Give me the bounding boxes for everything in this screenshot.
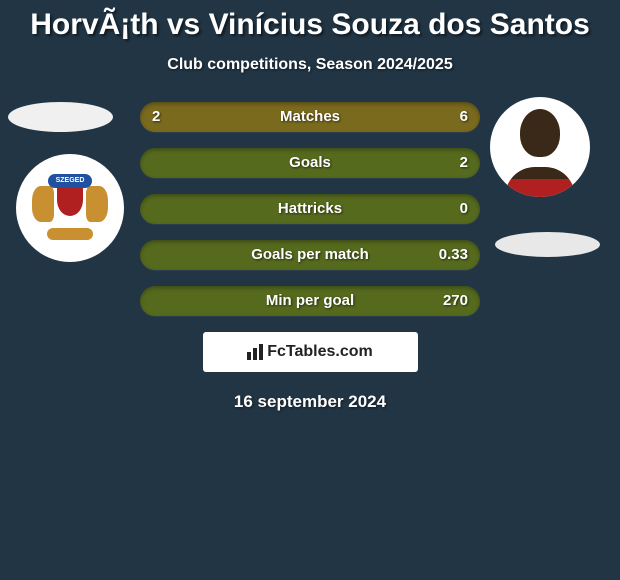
left-player-placeholder	[8, 102, 113, 132]
stat-row: Goals 2	[140, 148, 480, 178]
stat-right-value: 270	[443, 286, 468, 316]
fctables-label: FcTables.com	[267, 343, 373, 361]
stat-right-value: 2	[460, 148, 468, 178]
stat-right-value: 0	[460, 194, 468, 224]
right-player-avatar	[490, 97, 590, 197]
stat-row: Min per goal 270	[140, 286, 480, 316]
left-club-logo: SZEGED	[16, 154, 124, 262]
fctables-icon	[247, 344, 263, 360]
stat-row: Goals per match 0.33	[140, 240, 480, 270]
stat-right-value: 0.33	[439, 240, 468, 270]
stat-label: Matches	[280, 108, 340, 125]
page-subtitle: Club competitions, Season 2024/2025	[0, 56, 620, 74]
stat-label: Goals per match	[251, 246, 369, 263]
page-title: HorvÃ¡th vs Vinícius Souza dos Santos	[0, 0, 620, 42]
stat-label: Goals	[289, 154, 331, 171]
stat-label: Min per goal	[266, 292, 354, 309]
comparison-date: 16 september 2024	[0, 392, 620, 412]
right-player-shadow	[495, 232, 600, 257]
stat-left-value: 2	[152, 102, 160, 132]
stat-label: Hattricks	[278, 200, 342, 217]
stats-container: 2 Matches 6 Goals 2 Hattricks 0 Goals per match…	[140, 102, 480, 316]
club-banner-text: SZEGED	[48, 174, 92, 188]
stat-right-value: 6	[460, 102, 468, 132]
stat-row: 2 Matches 6	[140, 102, 480, 132]
stat-row: Hattricks 0	[140, 194, 480, 224]
content-area: SZEGED 2 Matches 6 Goals 2 Hattricks 0 Goals pe…	[0, 102, 620, 412]
fctables-attribution: FcTables.com	[203, 332, 418, 372]
